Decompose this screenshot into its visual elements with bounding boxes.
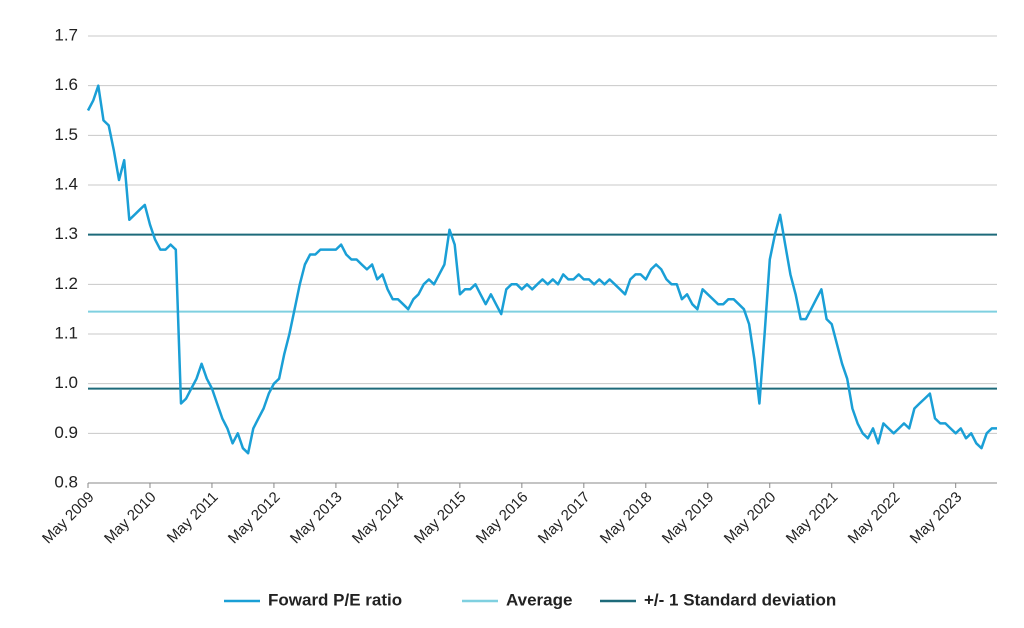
x-tick-label: May 2015 (411, 489, 470, 548)
y-tick-label: 1.4 (54, 174, 78, 193)
x-tick-label: May 2019 (659, 489, 718, 548)
y-tick-label: 0.9 (54, 423, 78, 442)
x-tick-label: May 2017 (535, 489, 594, 548)
x-tick-label: May 2013 (287, 489, 346, 548)
y-tick-label: 1.2 (54, 274, 78, 293)
legend-label: Average (506, 590, 572, 609)
x-tick-label: May 2022 (845, 489, 904, 548)
x-tick-label: May 2016 (473, 489, 532, 548)
y-tick-label: 1.0 (54, 373, 78, 392)
x-tick-label: May 2011 (164, 489, 222, 547)
x-tick-label: May 2018 (597, 489, 656, 548)
x-tick-label: May 2021 (783, 489, 842, 548)
x-tick-label: May 2010 (101, 489, 160, 548)
x-tick-label: May 2023 (907, 489, 966, 548)
x-tick-label: May 2014 (349, 489, 408, 548)
legend-label: Foward P/E ratio (268, 590, 402, 609)
y-tick-label: 1.7 (54, 25, 78, 44)
x-tick-label: May 2009 (39, 489, 98, 548)
data-line (86, 84, 997, 455)
y-tick-label: 1.6 (54, 75, 78, 94)
x-tick-label: May 2020 (721, 489, 780, 548)
y-tick-label: 1.5 (54, 125, 78, 144)
y-tick-label: 1.3 (54, 224, 78, 243)
x-tick-label: May 2012 (225, 489, 284, 548)
y-tick-label: 0.8 (54, 472, 78, 491)
y-tick-label: 1.1 (54, 323, 78, 342)
legend-label: +/- 1 Standard deviation (644, 590, 836, 609)
